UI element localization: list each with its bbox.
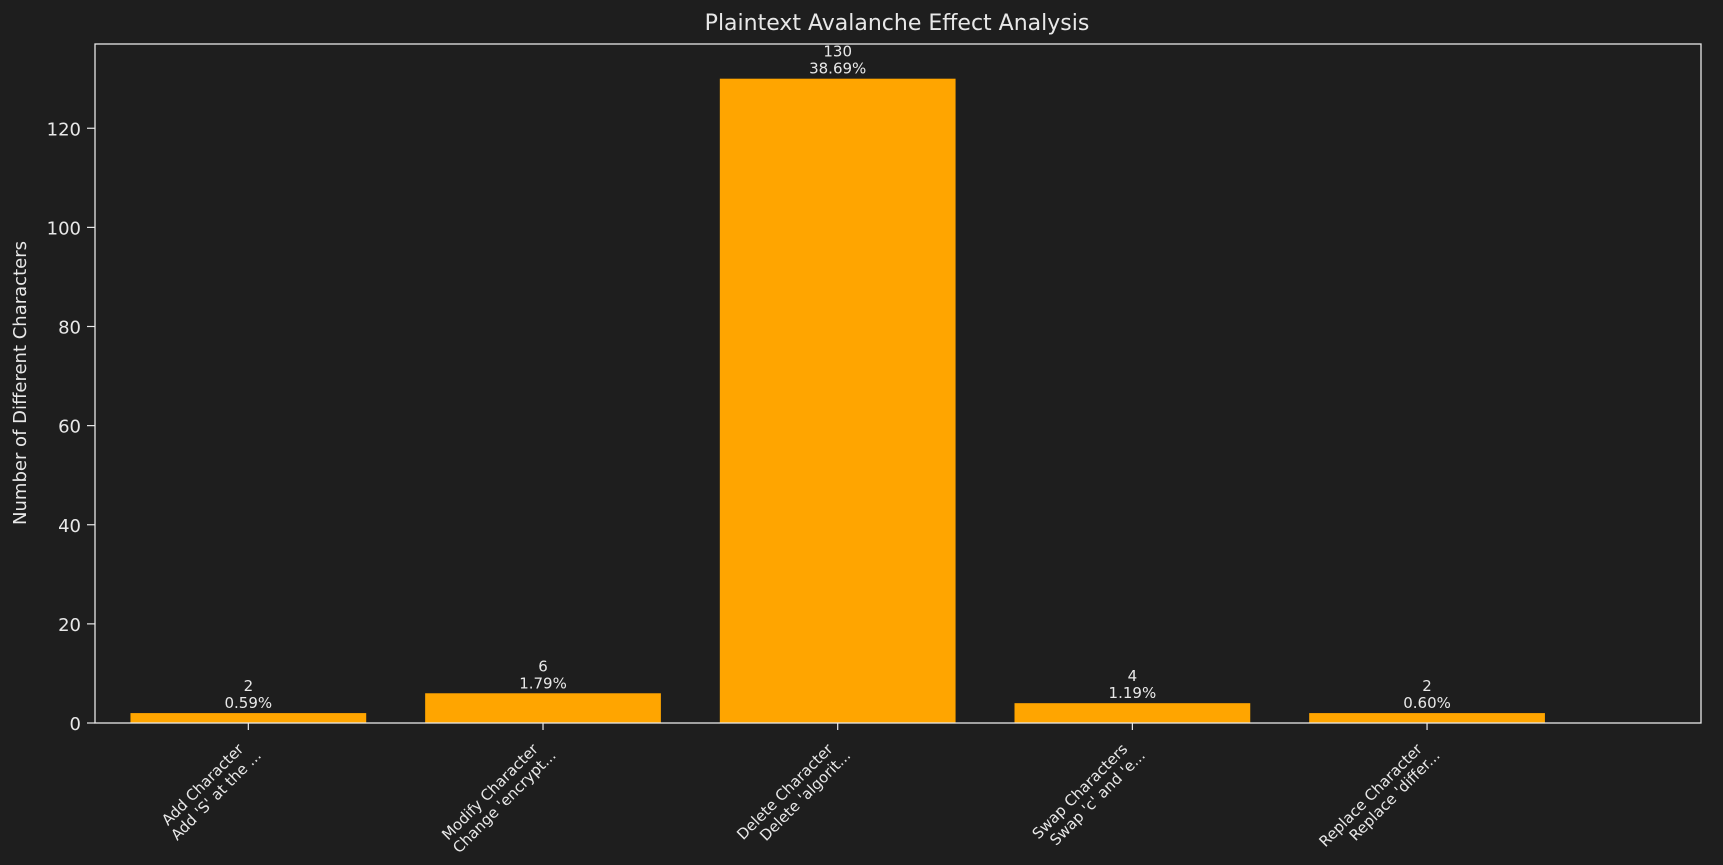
y-tick-label: 80 bbox=[58, 318, 81, 339]
bar bbox=[130, 713, 367, 723]
y-axis-label: Number of Different Characters bbox=[10, 241, 31, 525]
bar-percent-label: 1.79% bbox=[519, 674, 567, 692]
y-tick-label: 120 bbox=[47, 119, 81, 140]
bar-percent-label: 38.69% bbox=[809, 60, 866, 78]
bar bbox=[1309, 713, 1545, 723]
chart-title: Plaintext Avalanche Effect Analysis bbox=[705, 11, 1090, 36]
bar-percent-label: 0.59% bbox=[225, 694, 273, 712]
plot-frame bbox=[94, 43, 1702, 724]
y-tick-label: 0 bbox=[70, 714, 81, 735]
y-tick-label: 60 bbox=[58, 417, 81, 438]
bar-percent-label: 0.60% bbox=[1403, 694, 1451, 712]
bar bbox=[425, 693, 661, 723]
y-tick-label: 100 bbox=[47, 218, 81, 239]
bar bbox=[1014, 703, 1251, 723]
y-tick-label: 20 bbox=[58, 615, 81, 636]
bar bbox=[719, 78, 956, 724]
bar-percent-label: 1.19% bbox=[1109, 684, 1157, 702]
bar-value-label: 6 bbox=[538, 657, 548, 675]
bar-value-label: 2 bbox=[244, 677, 254, 695]
bar-value-label: 130 bbox=[823, 43, 852, 61]
y-tick-label: 40 bbox=[58, 516, 81, 537]
bar-value-label: 2 bbox=[1422, 677, 1432, 695]
bar-value-label: 4 bbox=[1128, 667, 1138, 685]
